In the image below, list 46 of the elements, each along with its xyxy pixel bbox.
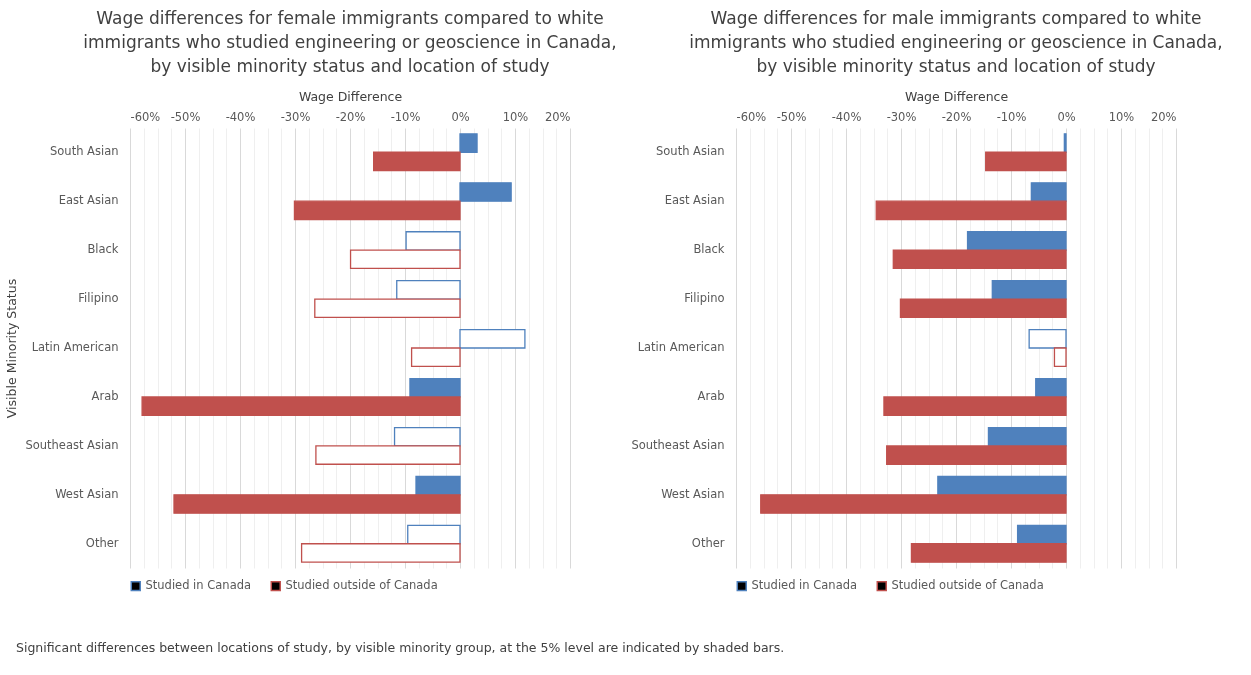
x-tick-label: -20% [941,109,972,124]
text: Significant differences between locations of study, by visible minority group, at the 5% level are indicated by shaded bars. [16,640,786,655]
y-tick-label: Black [693,242,725,257]
y-tick-label: Filipino [684,291,725,306]
x-tick-label: 10% [502,109,529,124]
y-tick-label: Latin American [637,340,725,354]
y-tick-label: Southeast Asian [631,437,725,452]
x-tick-label: -50% [170,109,201,124]
y-tick-label: Southeast Asian [25,437,119,452]
y-tick-label: West Asian [55,486,119,501]
x-tick-label: -10% [390,109,421,124]
legend-label: Studied in Canada [751,578,858,593]
y-tick-label: Filipino [78,291,119,306]
x-axis-title: Wage Difference [904,88,1009,104]
y-tick-label: South Asian [656,144,725,159]
x-tick-label: 20% [1150,109,1177,124]
chart-title: Wage differences for female immigrants compared to white immigrants who studied engineering or geoscience in Canada, by visible minority status and location of study [83,8,617,76]
legend-label: Studied outside of Canada [891,578,1044,593]
x-tick-label: 10% [1108,109,1135,124]
y-tick-label: South Asian [50,144,119,159]
y-tick-label: West Asian [661,486,725,501]
x-tick-label: -30% [886,109,917,124]
x-tick-label: -20% [335,109,366,124]
legend-label: Studied outside of Canada [285,578,438,593]
legend-label: Studied in Canada [145,578,252,593]
x-tick-label: -30% [280,109,311,124]
y-tick-label: Other [85,535,119,550]
x-tick-label: 20% [544,109,571,124]
y-tick-label: East Asian [58,193,119,208]
x-tick-label: -60% [736,109,767,124]
y-tick-label: Other [691,535,725,550]
x-tick-label: -60% [130,109,161,124]
chart-title: Wage differences for male immigrants compared to white immigrants who studied engineering or geoscience in Canada, by visible minority status and location of study [689,8,1223,76]
y-tick-label: Latin American [31,340,119,354]
y-tick-label: Black [87,242,119,257]
x-tick-label: 0% [451,109,470,124]
x-tick-label: -10% [996,109,1027,124]
x-axis-title: Wage Difference [298,88,403,104]
y-tick-label: East Asian [664,193,725,208]
y-tick-label: Arab [91,388,119,403]
x-tick-label: 0% [1057,109,1076,124]
x-tick-label: -40% [831,109,862,124]
y-tick-label: Arab [697,388,725,403]
y-axis-title: Visible Minority Status [4,278,20,419]
x-tick-label: -50% [776,109,807,124]
x-tick-label: -40% [225,109,256,124]
